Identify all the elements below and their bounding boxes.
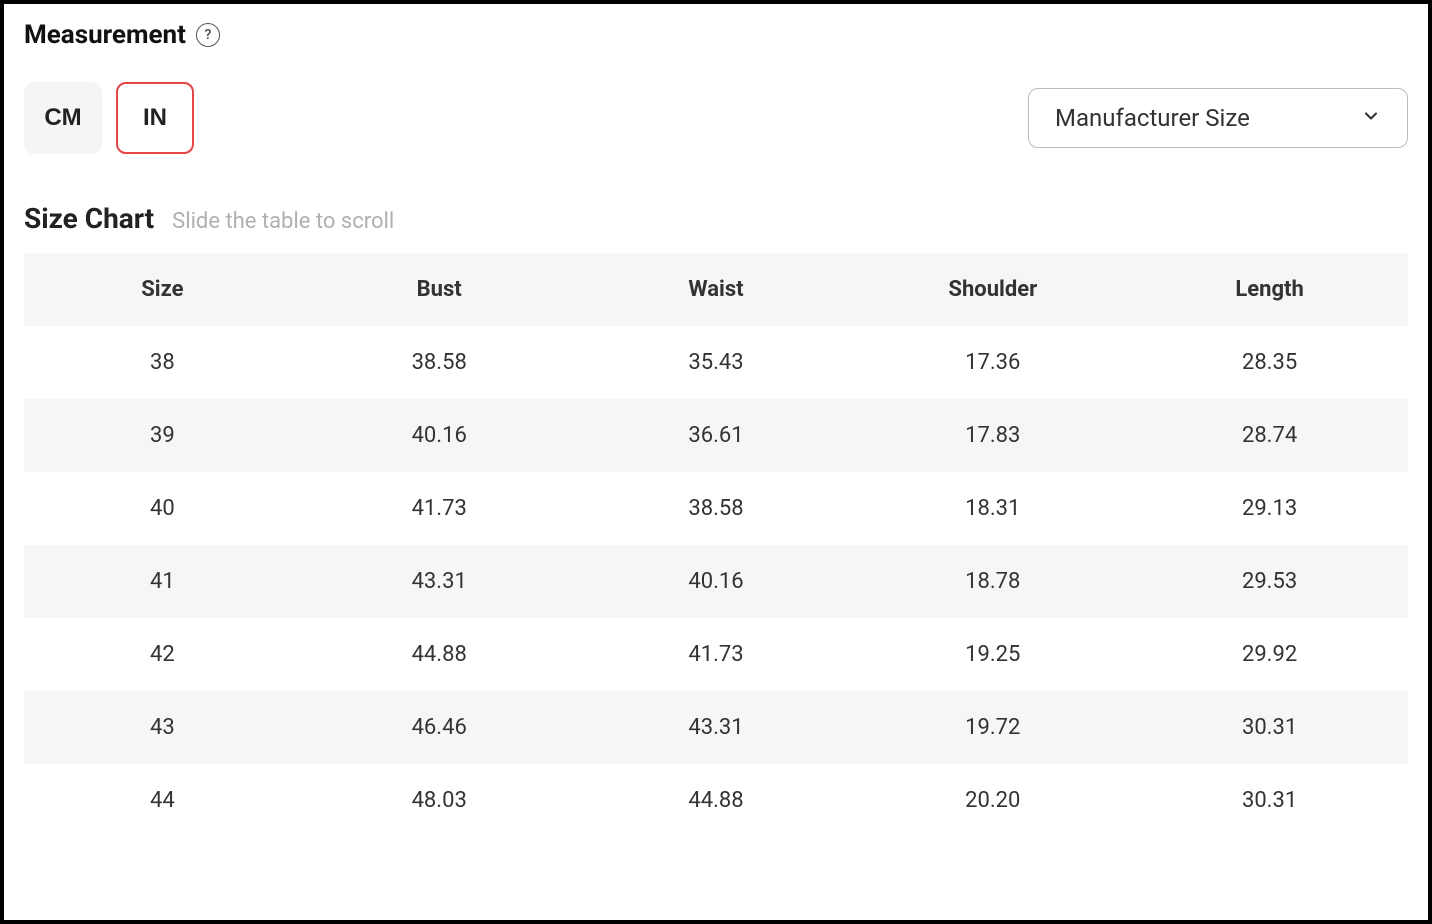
table-cell: 35.43 bbox=[578, 326, 855, 399]
help-icon[interactable]: ? bbox=[196, 23, 220, 47]
table-header-row: Size Bust Waist Shoulder Length bbox=[24, 253, 1408, 326]
table-row: 42 44.88 41.73 19.25 29.92 bbox=[24, 618, 1408, 691]
table-cell: 38.58 bbox=[578, 472, 855, 545]
table-header-shoulder: Shoulder bbox=[854, 253, 1131, 326]
table-cell: 17.36 bbox=[854, 326, 1131, 399]
table-cell: 19.72 bbox=[854, 691, 1131, 764]
table-cell: 28.35 bbox=[1131, 326, 1408, 399]
controls-row: CM IN Manufacturer Size bbox=[24, 82, 1408, 154]
section-hint: Slide the table to scroll bbox=[172, 209, 394, 234]
unit-button-in[interactable]: IN bbox=[116, 82, 194, 154]
table-cell: 43 bbox=[24, 691, 301, 764]
table-cell: 18.31 bbox=[854, 472, 1131, 545]
table-cell: 40.16 bbox=[301, 399, 578, 472]
table-cell: 30.31 bbox=[1131, 691, 1408, 764]
chevron-down-icon bbox=[1361, 104, 1381, 132]
table-cell: 29.13 bbox=[1131, 472, 1408, 545]
table-row: 40 41.73 38.58 18.31 29.13 bbox=[24, 472, 1408, 545]
table-cell: 40 bbox=[24, 472, 301, 545]
table-cell: 44.88 bbox=[578, 764, 855, 837]
table-cell: 36.61 bbox=[578, 399, 855, 472]
table-header-length: Length bbox=[1131, 253, 1408, 326]
table-cell: 19.25 bbox=[854, 618, 1131, 691]
table-cell: 39 bbox=[24, 399, 301, 472]
table-row: 38 38.58 35.43 17.36 28.35 bbox=[24, 326, 1408, 399]
table-cell: 41 bbox=[24, 545, 301, 618]
unit-toggle-group: CM IN bbox=[24, 82, 194, 154]
table-cell: 46.46 bbox=[301, 691, 578, 764]
table-cell: 18.78 bbox=[854, 545, 1131, 618]
table-cell: 44.88 bbox=[301, 618, 578, 691]
table-cell: 48.03 bbox=[301, 764, 578, 837]
table-cell: 38.58 bbox=[301, 326, 578, 399]
size-chart-panel: Measurement ? CM IN Manufacturer Size Si… bbox=[0, 0, 1432, 924]
table-cell: 40.16 bbox=[578, 545, 855, 618]
table-cell: 41.73 bbox=[301, 472, 578, 545]
table-cell: 42 bbox=[24, 618, 301, 691]
table-row: 44 48.03 44.88 20.20 30.31 bbox=[24, 764, 1408, 837]
table-cell: 43.31 bbox=[578, 691, 855, 764]
table-cell: 44 bbox=[24, 764, 301, 837]
table-cell: 30.31 bbox=[1131, 764, 1408, 837]
table-cell: 17.83 bbox=[854, 399, 1131, 472]
table-cell: 41.73 bbox=[578, 618, 855, 691]
table-header-size: Size bbox=[24, 253, 301, 326]
size-type-select[interactable]: Manufacturer Size bbox=[1028, 88, 1408, 148]
table-cell: 43.31 bbox=[301, 545, 578, 618]
section-title-row: Size Chart Slide the table to scroll bbox=[24, 202, 1408, 235]
table-cell: 28.74 bbox=[1131, 399, 1408, 472]
table-cell: 38 bbox=[24, 326, 301, 399]
table-cell: 29.53 bbox=[1131, 545, 1408, 618]
page-title: Measurement bbox=[24, 20, 186, 50]
size-type-selected-label: Manufacturer Size bbox=[1055, 104, 1250, 132]
section-title: Size Chart bbox=[24, 202, 154, 235]
table-header-bust: Bust bbox=[301, 253, 578, 326]
table-row: 39 40.16 36.61 17.83 28.74 bbox=[24, 399, 1408, 472]
table-cell: 29.92 bbox=[1131, 618, 1408, 691]
size-chart-table[interactable]: Size Bust Waist Shoulder Length 38 38.58… bbox=[24, 253, 1408, 837]
header-row: Measurement ? bbox=[24, 20, 1408, 50]
table-header-waist: Waist bbox=[578, 253, 855, 326]
table-cell: 20.20 bbox=[854, 764, 1131, 837]
unit-button-cm[interactable]: CM bbox=[24, 82, 102, 154]
table-row: 43 46.46 43.31 19.72 30.31 bbox=[24, 691, 1408, 764]
table-row: 41 43.31 40.16 18.78 29.53 bbox=[24, 545, 1408, 618]
